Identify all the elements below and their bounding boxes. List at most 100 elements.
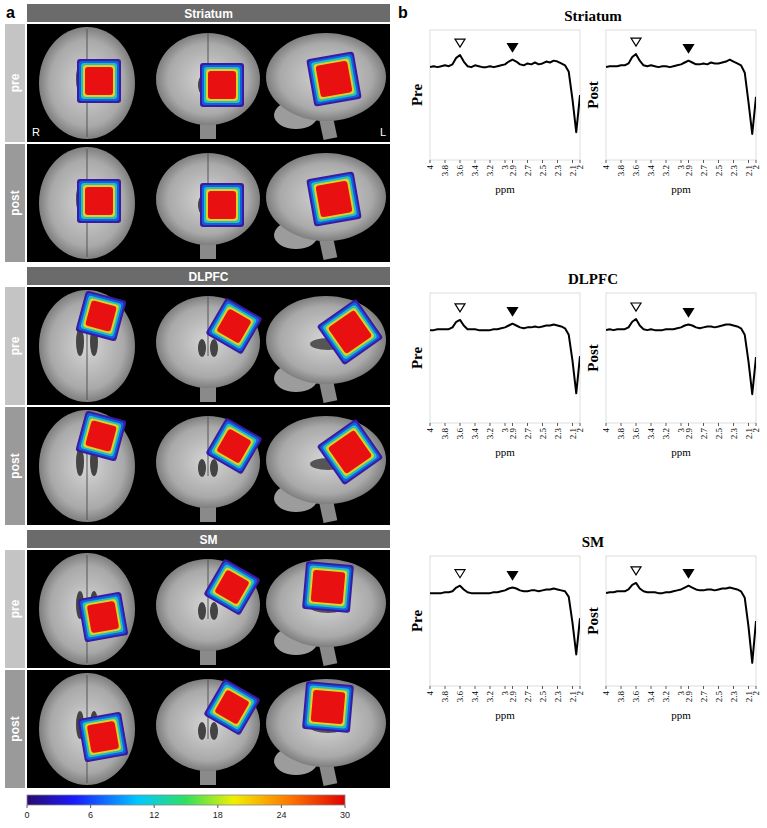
voxel-layer	[81, 63, 117, 99]
voxel-layer	[211, 303, 257, 349]
voxel	[203, 678, 260, 735]
brain	[39, 410, 135, 522]
x-tick	[621, 160, 622, 163]
spectrum-line	[606, 54, 756, 134]
x-tick	[460, 423, 461, 426]
voxel-layer	[325, 427, 375, 477]
y-axis-title: Post	[585, 607, 601, 635]
x-tick-label: 2.7	[523, 428, 533, 440]
x-tick	[505, 686, 506, 689]
brain	[39, 553, 135, 665]
x-tick-label: 2.9	[508, 428, 518, 440]
x-tick-label: 3.4	[646, 691, 656, 703]
x-tick	[703, 160, 704, 163]
ventricle	[210, 602, 218, 620]
x-tick-label: 2.5	[714, 428, 724, 440]
voxel-layer	[85, 420, 117, 452]
voxel	[306, 51, 362, 107]
voxel	[302, 681, 354, 733]
voxel-layer	[315, 180, 352, 217]
x-tick	[572, 686, 573, 689]
voxel-layer	[214, 689, 250, 725]
region-header	[27, 530, 390, 548]
voxel-layer	[78, 413, 125, 460]
voxel-layer	[311, 56, 357, 102]
x-tick	[490, 423, 491, 426]
voxel-layer	[317, 299, 384, 366]
x-tick	[475, 686, 476, 689]
plot-area	[430, 55, 580, 132]
row-label: pre	[8, 73, 22, 92]
voxel-layer	[206, 561, 258, 613]
x-tick-label: 4	[425, 428, 435, 433]
x-tick	[445, 686, 446, 689]
x-tick	[580, 423, 581, 426]
voxel	[77, 59, 121, 103]
plot-frame	[606, 556, 756, 686]
brain-slice	[156, 416, 263, 522]
region-title: DLPFC	[568, 271, 618, 287]
peak-marker	[455, 39, 465, 47]
x-tick-label: 3.2	[485, 428, 495, 439]
ventricle	[210, 339, 218, 357]
voxel-layer	[313, 58, 355, 100]
voxel-layer	[83, 185, 115, 217]
side-label: L	[380, 126, 386, 138]
voxel-layer	[83, 65, 115, 97]
x-tick-label: 4	[425, 691, 435, 696]
brain-slice	[39, 290, 135, 402]
row-label-bg	[5, 24, 25, 142]
x-tick	[505, 423, 506, 426]
x-tick-label: 3.6	[631, 691, 641, 703]
x-axis-title: ppm	[671, 183, 691, 195]
colorbar-tick-label: 24	[276, 810, 286, 820]
voxel-layer	[79, 181, 119, 221]
voxel-layer	[302, 681, 354, 733]
brain	[266, 559, 386, 647]
x-axis-title: ppm	[671, 709, 691, 721]
x-tick	[512, 160, 513, 163]
brain-slice	[266, 296, 386, 403]
x-axis-title: ppm	[495, 183, 515, 195]
brain-slice	[266, 416, 386, 523]
voxel-layer	[206, 69, 238, 101]
x-tick-label: 2.9	[508, 165, 518, 177]
peak-marker	[455, 304, 465, 312]
colorbar-tick-label: 6	[88, 810, 93, 820]
voxel-layer	[306, 685, 349, 728]
brain	[266, 416, 386, 504]
ventricle	[210, 459, 218, 477]
brain-slice	[266, 679, 386, 786]
x-tick	[733, 160, 734, 163]
voxel	[203, 558, 260, 615]
x-tick	[580, 160, 581, 163]
brain	[39, 673, 135, 785]
image-bg	[27, 24, 390, 142]
voxel-layer	[311, 690, 346, 725]
spectrum-line	[606, 583, 756, 663]
x-tick-label: 3.8	[616, 691, 626, 703]
x-tick-label: 3.2	[661, 165, 671, 176]
x-tick	[651, 686, 652, 689]
x-tick	[542, 160, 543, 163]
voxel-layer	[214, 426, 255, 467]
x-tick	[688, 423, 689, 426]
voxel-layer	[306, 51, 362, 107]
brain-slice	[266, 153, 386, 260]
colorbar-tick	[281, 805, 282, 808]
x-tick	[542, 686, 543, 689]
voxel	[200, 183, 244, 227]
plot-area	[430, 320, 580, 393]
voxel	[78, 592, 129, 643]
row-label: post	[8, 453, 22, 478]
x-tick	[681, 686, 682, 689]
x-tick-label: 2	[751, 428, 761, 433]
ventricle	[198, 722, 206, 740]
x-tick	[505, 160, 506, 163]
x-tick	[430, 686, 431, 689]
voxel	[77, 179, 121, 223]
x-tick	[527, 686, 528, 689]
brain-slice	[39, 553, 135, 665]
peak-marker	[684, 309, 694, 317]
brain-slice	[156, 558, 261, 665]
